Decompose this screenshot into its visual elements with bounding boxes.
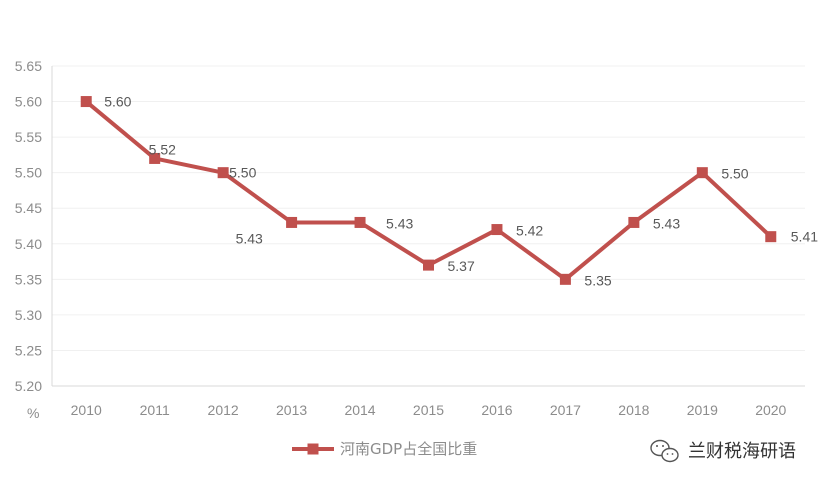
data-point <box>149 152 161 164</box>
x-tick-label: 2013 <box>276 402 307 418</box>
data-point <box>80 96 92 108</box>
x-tick-labels: 2010 2011 2012 2013 2014 2015 2016 2017 2018 2019… <box>71 402 787 418</box>
y-tick-label: 5.40 <box>15 236 42 252</box>
data-point <box>491 224 503 236</box>
y-tick-label: 5.35 <box>15 271 42 287</box>
y-tick-label: 5.55 <box>15 129 42 145</box>
data-label: 5.42 <box>516 223 543 239</box>
data-label: 5.43 <box>236 230 263 246</box>
data-point <box>423 259 434 271</box>
y-tick-label: 5.65 <box>15 58 42 74</box>
data-point <box>696 167 708 179</box>
gridlines <box>52 65 805 351</box>
y-tick-label: 5.50 <box>15 165 42 181</box>
x-tick-label: 2019 <box>687 402 718 418</box>
y-tick-label: 5.20 <box>15 378 42 394</box>
x-tick-label: 2017 <box>550 402 581 418</box>
x-tick-label: 2018 <box>618 402 649 418</box>
x-tick-label: 2011 <box>140 402 170 418</box>
legend-marker-swatch <box>307 443 319 455</box>
data-point <box>765 231 777 243</box>
x-tick-label: 2010 <box>71 402 102 418</box>
x-tick-label: 2020 <box>755 402 786 418</box>
x-tick-label: 2015 <box>413 402 444 418</box>
y-tick-label: 5.30 <box>15 307 42 323</box>
data-label: 5.52 <box>149 141 176 157</box>
data-point <box>559 273 571 285</box>
data-point <box>628 216 640 228</box>
wechat-icon <box>650 439 679 463</box>
y-tick-label: 5.60 <box>15 94 42 110</box>
legend: 河南GDP占全国比重 <box>292 440 477 458</box>
x-tick-label: 2012 <box>208 402 239 418</box>
x-tick-label: 2016 <box>481 402 512 418</box>
y-unit-label: % <box>27 405 39 421</box>
data-label: 5.41 <box>791 229 818 245</box>
watermark: 兰财税海研语 <box>650 439 796 463</box>
series-line <box>84 100 773 282</box>
data-labels: 5.60 5.52 5.50 5.43 5.43 5.37 5.42 5.35 5.43 5.50… <box>104 94 818 289</box>
legend-series-label: 河南GDP占全国比重 <box>340 440 477 458</box>
data-label: 5.43 <box>653 215 680 231</box>
y-tick-label: 5.45 <box>15 200 42 216</box>
data-label: 5.60 <box>104 94 131 110</box>
data-label: 5.37 <box>448 258 475 274</box>
series-layer <box>80 96 777 285</box>
data-label: 5.50 <box>229 165 256 181</box>
data-label: 5.43 <box>386 215 413 231</box>
y-tick-label: 5.25 <box>15 342 42 358</box>
data-point <box>354 216 366 228</box>
x-tick-label: 2014 <box>344 402 375 418</box>
data-label: 5.35 <box>584 272 611 288</box>
data-point <box>286 216 298 228</box>
y-tick-labels: 5.20 5.25 5.30 5.35 5.40 5.45 5.50 5.55 5.60 5.65 <box>15 58 42 394</box>
watermark-text: 兰财税海研语 <box>688 441 796 462</box>
data-label: 5.50 <box>721 166 748 182</box>
data-point <box>217 167 229 179</box>
